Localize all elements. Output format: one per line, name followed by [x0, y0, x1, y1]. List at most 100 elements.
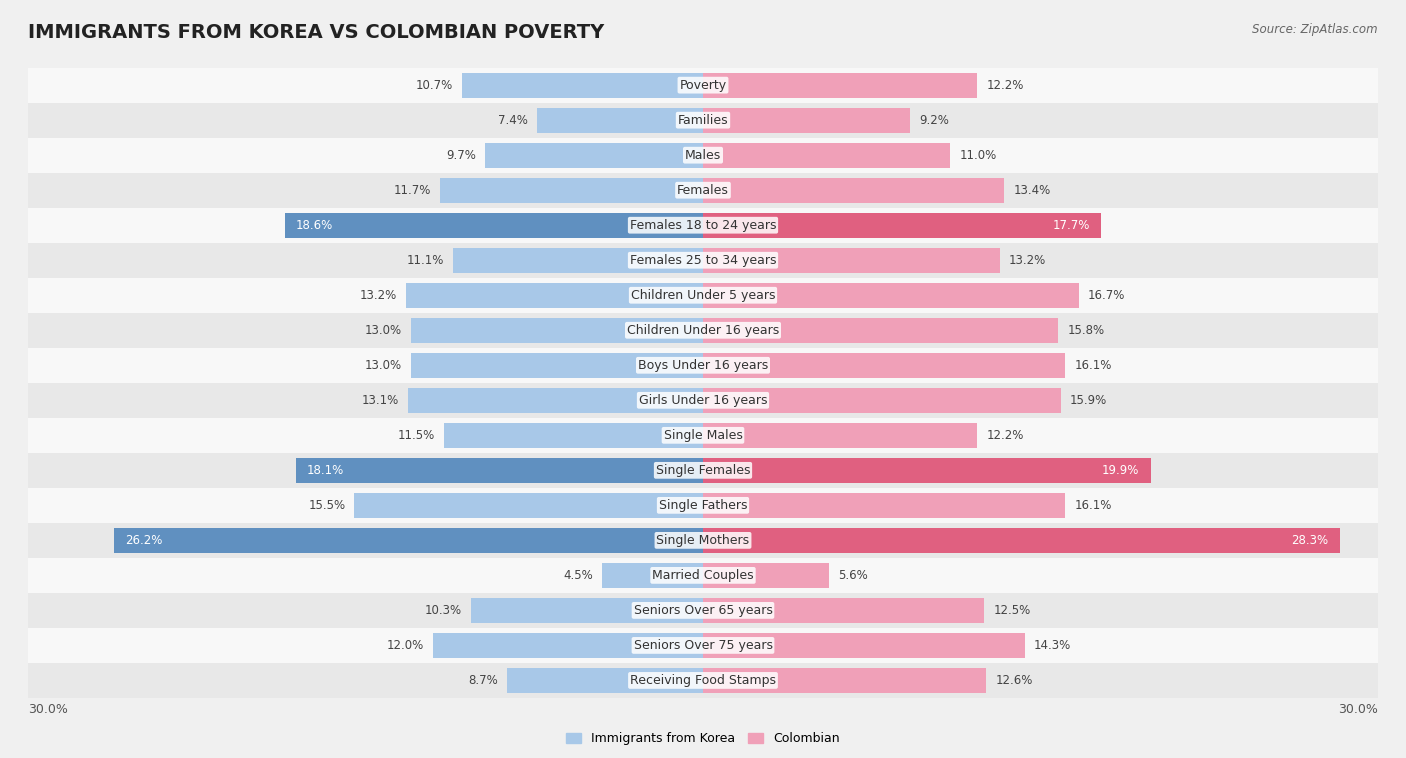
Text: 15.5%: 15.5% — [308, 499, 346, 512]
Bar — [703, 528, 1340, 553]
Text: 18.1%: 18.1% — [307, 464, 344, 477]
Text: 11.0%: 11.0% — [959, 149, 997, 161]
Text: 7.4%: 7.4% — [498, 114, 527, 127]
Text: Boys Under 16 years: Boys Under 16 years — [638, 359, 768, 371]
Text: 17.7%: 17.7% — [1053, 219, 1090, 232]
Text: 16.1%: 16.1% — [1074, 359, 1112, 371]
Text: 26.2%: 26.2% — [125, 534, 162, 547]
Legend: Immigrants from Korea, Colombian: Immigrants from Korea, Colombian — [561, 727, 845, 750]
Text: 14.3%: 14.3% — [1033, 639, 1071, 652]
Bar — [28, 488, 1378, 523]
Text: Females: Females — [678, 183, 728, 196]
Bar — [703, 458, 1150, 483]
Bar — [703, 212, 1101, 238]
Bar — [28, 313, 1378, 348]
Text: 13.2%: 13.2% — [1010, 254, 1046, 267]
Text: 13.2%: 13.2% — [360, 289, 396, 302]
Bar — [28, 138, 1378, 173]
Bar — [703, 143, 950, 168]
Bar — [703, 352, 1066, 378]
Bar — [471, 598, 703, 623]
Bar — [28, 102, 1378, 138]
Text: Families: Families — [678, 114, 728, 127]
Bar — [703, 73, 977, 98]
Text: Seniors Over 75 years: Seniors Over 75 years — [634, 639, 772, 652]
Bar — [28, 208, 1378, 243]
Bar — [703, 423, 977, 448]
Bar — [485, 143, 703, 168]
Bar — [703, 668, 987, 693]
Text: IMMIGRANTS FROM KOREA VS COLOMBIAN POVERTY: IMMIGRANTS FROM KOREA VS COLOMBIAN POVER… — [28, 23, 605, 42]
Text: 5.6%: 5.6% — [838, 569, 868, 582]
Text: 11.1%: 11.1% — [406, 254, 444, 267]
Bar — [440, 177, 703, 203]
Bar — [28, 173, 1378, 208]
Text: 13.1%: 13.1% — [363, 394, 399, 407]
Text: 11.7%: 11.7% — [394, 183, 430, 196]
Text: Children Under 5 years: Children Under 5 years — [631, 289, 775, 302]
Bar — [28, 67, 1378, 102]
Bar — [703, 387, 1060, 413]
Text: Females 18 to 24 years: Females 18 to 24 years — [630, 219, 776, 232]
Text: 13.0%: 13.0% — [364, 324, 402, 337]
Bar — [703, 283, 1078, 308]
Text: 12.2%: 12.2% — [987, 429, 1024, 442]
Text: Single Females: Single Females — [655, 464, 751, 477]
Bar — [28, 277, 1378, 313]
Bar — [28, 348, 1378, 383]
Bar — [703, 318, 1059, 343]
Text: Poverty: Poverty — [679, 79, 727, 92]
Text: Children Under 16 years: Children Under 16 years — [627, 324, 779, 337]
Text: 16.7%: 16.7% — [1088, 289, 1125, 302]
Bar — [28, 243, 1378, 277]
Bar — [28, 593, 1378, 628]
Text: Married Couples: Married Couples — [652, 569, 754, 582]
Text: 30.0%: 30.0% — [28, 703, 67, 716]
Text: 10.7%: 10.7% — [416, 79, 453, 92]
Text: 12.0%: 12.0% — [387, 639, 425, 652]
Text: Single Fathers: Single Fathers — [659, 499, 747, 512]
Text: Single Males: Single Males — [664, 429, 742, 442]
Bar — [703, 598, 984, 623]
Bar — [28, 383, 1378, 418]
Bar — [703, 177, 1004, 203]
Text: 16.1%: 16.1% — [1074, 499, 1112, 512]
Text: 15.9%: 15.9% — [1070, 394, 1107, 407]
Text: 19.9%: 19.9% — [1102, 464, 1139, 477]
Text: Girls Under 16 years: Girls Under 16 years — [638, 394, 768, 407]
Bar — [433, 633, 703, 658]
Text: 10.3%: 10.3% — [425, 604, 463, 617]
Bar — [28, 663, 1378, 698]
Bar — [411, 352, 703, 378]
Bar — [114, 528, 703, 553]
Bar — [703, 108, 910, 133]
Bar — [703, 562, 830, 588]
Text: 15.8%: 15.8% — [1067, 324, 1105, 337]
Bar — [406, 283, 703, 308]
Bar — [703, 633, 1025, 658]
Text: 28.3%: 28.3% — [1291, 534, 1329, 547]
Bar — [411, 318, 703, 343]
Bar — [453, 248, 703, 273]
Text: 11.5%: 11.5% — [398, 429, 436, 442]
Bar — [703, 493, 1066, 518]
Text: Source: ZipAtlas.com: Source: ZipAtlas.com — [1253, 23, 1378, 36]
Bar — [295, 458, 703, 483]
Bar — [28, 558, 1378, 593]
Bar — [508, 668, 703, 693]
Bar — [284, 212, 703, 238]
Text: Males: Males — [685, 149, 721, 161]
Bar — [408, 387, 703, 413]
Text: 13.0%: 13.0% — [364, 359, 402, 371]
Text: 30.0%: 30.0% — [1339, 703, 1378, 716]
Bar — [444, 423, 703, 448]
Text: 9.2%: 9.2% — [920, 114, 949, 127]
Text: Seniors Over 65 years: Seniors Over 65 years — [634, 604, 772, 617]
Text: 13.4%: 13.4% — [1014, 183, 1050, 196]
Text: 12.6%: 12.6% — [995, 674, 1033, 687]
Bar — [28, 628, 1378, 663]
Bar — [28, 418, 1378, 453]
Text: 12.5%: 12.5% — [993, 604, 1031, 617]
Text: 12.2%: 12.2% — [987, 79, 1024, 92]
Text: 8.7%: 8.7% — [468, 674, 498, 687]
